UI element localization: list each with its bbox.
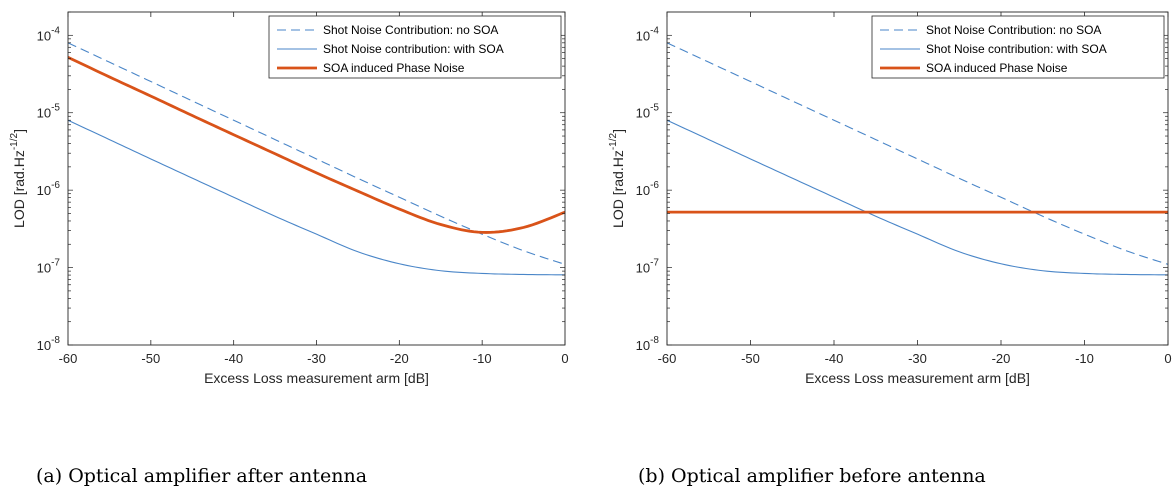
- legend-entry-2: SOA induced Phase Noise: [926, 61, 1068, 75]
- x-tick-label: -50: [741, 351, 760, 366]
- y-tick-base: 10: [37, 261, 51, 276]
- y-tick-base: 10: [636, 106, 650, 121]
- y-label-base: LOD [rad.Hz: [610, 150, 626, 228]
- y-tick-base: 10: [636, 183, 650, 198]
- legend-box: [268, 15, 562, 79]
- y-ticks: 10-810-710-610-510-4: [636, 11, 1168, 353]
- x-tick-label: -30: [908, 351, 927, 366]
- legend-entry-0: Shot Noise Contribution: no SOA: [323, 23, 498, 37]
- x-tick-label: 0: [1164, 351, 1171, 366]
- y-tick-base: 10: [37, 338, 51, 353]
- y-tick-label: 10-4: [636, 25, 660, 43]
- y-axis-label: LOD [rad.Hz-1/2]: [9, 129, 27, 228]
- x-tick-label: -40: [825, 351, 844, 366]
- x-ticks: -60 -50 -40 -30 -20 -10 0: [59, 12, 569, 366]
- y-axis-label: LOD [rad.Hz-1/2]: [608, 129, 626, 228]
- chart-panel-a: -60 -50 -40 -30 -20 -10 010-810-710-610-510-4E…: [9, 11, 569, 487]
- chart-panel-b: -60 -50 -40 -30 -20 -10 010-810-710-610-510-4E…: [608, 11, 1172, 487]
- y-label-close: ]: [11, 129, 27, 133]
- y-tick-base: 10: [37, 28, 51, 43]
- y-tick-exp: -5: [650, 103, 659, 114]
- y-tick-exp: -8: [650, 335, 659, 346]
- y-ticks: 10-810-710-610-510-4: [37, 11, 565, 353]
- y-tick-exp: -4: [650, 25, 659, 36]
- y-tick-exp: -8: [51, 335, 60, 346]
- y-tick-exp: -5: [51, 103, 60, 114]
- y-tick-exp: -6: [51, 180, 60, 191]
- x-tick-label: -60: [59, 351, 78, 366]
- y-tick-label: 10-6: [37, 180, 61, 198]
- x-axis-label: Excess Loss measurement arm [dB]: [805, 370, 1030, 386]
- y-tick-exp: -7: [51, 258, 60, 269]
- y-label-sup: -1/2: [9, 132, 20, 150]
- legend-box: [871, 15, 1165, 79]
- y-tick-label: 10-8: [636, 335, 660, 353]
- series-group: [68, 42, 565, 276]
- y-tick-base: 10: [636, 28, 650, 43]
- y-tick-label: 10-5: [37, 103, 61, 121]
- y-tick-base: 10: [37, 183, 51, 198]
- figure-caption: (a) Optical amplifier after antenna: [36, 465, 367, 487]
- series-line-0: [68, 42, 565, 265]
- x-tick-label: -20: [992, 351, 1011, 366]
- y-tick-exp: -4: [51, 25, 60, 36]
- x-tick-label: -10: [473, 351, 492, 366]
- y-label-sup: -1/2: [608, 132, 619, 150]
- x-tick-label: -30: [307, 351, 326, 366]
- legend: Shot Noise Contribution: no SOA Shot Nois…: [871, 15, 1165, 79]
- x-axis-label: Excess Loss measurement arm [dB]: [204, 370, 429, 386]
- series-group: [667, 42, 1168, 276]
- figure-caption: (b) Optical amplifier before antenna: [638, 465, 986, 487]
- series-line-1: [68, 119, 565, 276]
- legend-entry-1: Shot Noise contribution: with SOA: [926, 42, 1107, 56]
- x-tick-label: -50: [141, 351, 160, 366]
- y-tick-label: 10-7: [37, 258, 61, 276]
- x-tick-label: -60: [658, 351, 677, 366]
- y-label-close: ]: [610, 129, 626, 133]
- x-tick-label: 0: [561, 351, 568, 366]
- y-tick-label: 10-8: [37, 335, 61, 353]
- series-line-1: [667, 119, 1168, 276]
- y-tick-label: 10-7: [636, 258, 660, 276]
- legend-entry-0: Shot Noise Contribution: no SOA: [926, 23, 1101, 37]
- y-tick-exp: -7: [650, 258, 659, 269]
- y-tick-label: 10-6: [636, 180, 660, 198]
- y-tick-label: 10-4: [37, 25, 61, 43]
- y-tick-label: 10-5: [636, 103, 660, 121]
- legend: Shot Noise Contribution: no SOA Shot Nois…: [268, 15, 562, 79]
- legend-entry-2: SOA induced Phase Noise: [323, 61, 465, 75]
- x-tick-label: -20: [390, 351, 409, 366]
- x-ticks: -60 -50 -40 -30 -20 -10 0: [658, 12, 1172, 366]
- y-tick-base: 10: [636, 338, 650, 353]
- y-tick-base: 10: [636, 261, 650, 276]
- y-label-base: LOD [rad.Hz: [11, 150, 27, 228]
- legend-entry-1: Shot Noise contribution: with SOA: [323, 42, 504, 56]
- x-tick-label: -10: [1075, 351, 1094, 366]
- series-line-0: [667, 42, 1168, 265]
- series-line-2: [68, 56, 565, 234]
- y-tick-exp: -6: [650, 180, 659, 191]
- y-tick-base: 10: [37, 106, 51, 121]
- x-tick-label: -40: [224, 351, 243, 366]
